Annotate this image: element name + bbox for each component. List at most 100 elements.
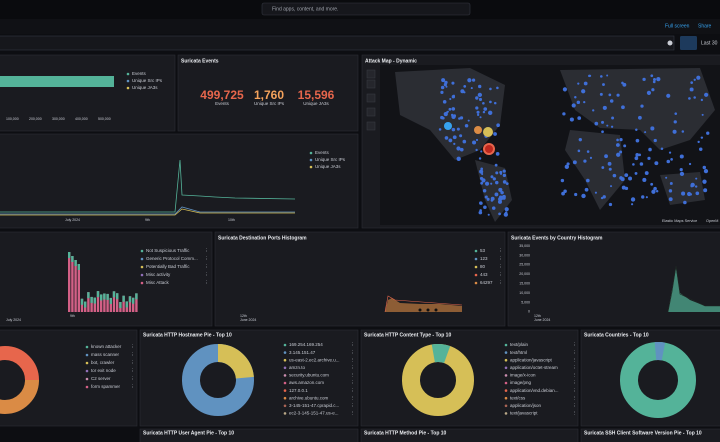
pie — [402, 344, 474, 416]
y-tick-label: 30,000 — [519, 253, 530, 257]
y-tick-label: 0 — [528, 310, 530, 314]
hist-bar — [96, 291, 100, 312]
map-dot — [442, 100, 447, 104]
legend-menu: ⋮ — [572, 373, 577, 378]
map-dot — [679, 154, 684, 159]
map-dot — [634, 171, 638, 175]
hist-bar — [71, 256, 74, 312]
map-dot — [628, 176, 633, 181]
legend-swatch — [283, 412, 287, 415]
map-dot — [621, 81, 624, 85]
legend-swatch — [283, 404, 287, 408]
map-dot — [632, 163, 635, 166]
map-dot — [611, 116, 615, 120]
map-dot — [634, 156, 639, 161]
hist-bar — [71, 256, 74, 262]
map-dot — [443, 111, 448, 117]
x-tick-label: 200,000 — [29, 117, 42, 121]
map-dot — [448, 138, 453, 143]
map-dot — [452, 94, 455, 97]
hist-bar — [103, 293, 106, 300]
map-dot — [569, 117, 574, 122]
share-button[interactable]: Share — [698, 23, 712, 29]
map-dot — [686, 191, 692, 197]
map-dot — [589, 74, 592, 77]
legend-menu: ⋮ — [572, 357, 577, 362]
legend-swatch — [504, 389, 508, 392]
hist-bar — [116, 293, 119, 312]
map-dot — [451, 114, 456, 119]
map-attribution: OpenM — [706, 219, 718, 223]
legend-menu: ⋮ — [204, 280, 209, 285]
map-dot — [608, 202, 613, 207]
map-dot — [467, 78, 472, 83]
map-dot — [449, 97, 452, 101]
hist-bar — [74, 260, 77, 266]
map-dot — [583, 81, 588, 86]
map-dot — [504, 211, 508, 215]
legend-swatch — [85, 385, 89, 389]
histogram — [68, 252, 138, 312]
map-dot — [594, 191, 597, 194]
legend-menu: ⋮ — [130, 368, 135, 373]
map-dot — [666, 159, 671, 164]
hist-bar — [109, 297, 112, 304]
legend-item: C2 server — [91, 376, 111, 381]
map-dot — [478, 97, 483, 102]
panel-title: Suricata Countries - Top 10 — [584, 332, 649, 338]
map-dot — [475, 138, 479, 142]
metric-value: 15,596 — [298, 88, 335, 102]
legend-item: Not Suspicious Traffic — [146, 248, 190, 253]
legend-swatch — [126, 79, 130, 83]
hist-bar — [122, 295, 125, 302]
legend-swatch — [126, 86, 130, 90]
map-attribution: Elastic Maps Service — [662, 219, 697, 223]
x-tick-label: 100,000 — [6, 117, 19, 121]
area — [385, 298, 462, 312]
time-range[interactable]: Last 30 — [701, 40, 718, 46]
legend-swatch — [140, 265, 144, 269]
map-dot — [499, 170, 503, 174]
search-box[interactable] — [261, 2, 471, 16]
map-dot — [601, 166, 605, 169]
legend-item: mass scanner — [91, 352, 120, 357]
hist-bar — [112, 291, 116, 298]
hist-bar — [128, 296, 132, 303]
map-controls[interactable] — [366, 69, 376, 131]
map-dot — [467, 119, 470, 122]
full-screen-button[interactable]: Full screen — [665, 23, 690, 29]
map-dot — [700, 136, 704, 139]
hist-bar — [106, 293, 109, 300]
panel-title: Suricata Events by Country Histogram — [511, 235, 603, 241]
legend-item: text/css — [510, 395, 526, 400]
map-dot — [448, 107, 452, 111]
hist-bar — [77, 264, 80, 270]
map-dot — [679, 171, 685, 177]
map-dot — [496, 123, 500, 128]
map-dot — [619, 138, 623, 142]
legend-swatch — [474, 273, 478, 277]
legend-swatch — [504, 358, 508, 362]
clear-button[interactable] — [667, 40, 673, 46]
date-picker[interactable] — [680, 36, 697, 50]
map-dot — [600, 75, 603, 78]
legend-item: Misc activity — [146, 272, 171, 277]
hist-bar — [84, 301, 87, 308]
legend-item: Unique Src IPs — [132, 78, 163, 83]
map-dot — [489, 87, 492, 91]
map-dot — [492, 177, 496, 181]
map-dot — [606, 124, 609, 127]
map-dot — [471, 78, 476, 82]
hist-bar — [100, 294, 103, 301]
map-dot — [594, 121, 599, 126]
attack-point — [483, 127, 493, 137]
map-dot — [653, 186, 657, 191]
map-dot — [491, 206, 496, 210]
x-tick-label: June 2024 — [240, 318, 256, 322]
panel — [139, 428, 359, 442]
legend-menu: ⋮ — [572, 342, 577, 347]
query-bar[interactable] — [0, 35, 675, 51]
map-dot — [479, 176, 484, 181]
map-dot — [459, 147, 464, 152]
map-dot — [562, 87, 568, 92]
